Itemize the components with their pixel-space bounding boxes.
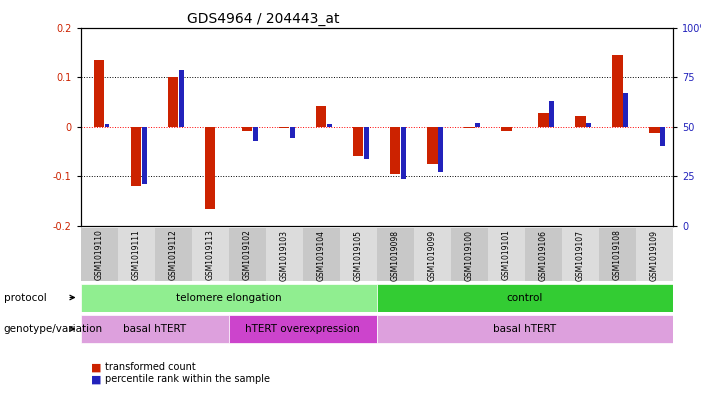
Text: GSM1019107: GSM1019107 xyxy=(576,230,585,281)
Text: GSM1019110: GSM1019110 xyxy=(95,230,104,281)
Bar xyxy=(377,315,673,343)
Bar xyxy=(290,127,294,138)
Text: GSM1019112: GSM1019112 xyxy=(169,230,177,280)
Text: GSM1019111: GSM1019111 xyxy=(132,230,141,280)
Bar xyxy=(599,228,636,281)
Bar xyxy=(427,127,437,164)
Bar xyxy=(365,127,369,159)
Bar xyxy=(475,123,479,127)
Bar xyxy=(81,228,118,281)
Text: GSM1019106: GSM1019106 xyxy=(539,230,548,281)
Bar xyxy=(414,228,451,281)
Text: transformed count: transformed count xyxy=(105,362,196,373)
Text: GSM1019108: GSM1019108 xyxy=(613,230,622,281)
Bar xyxy=(576,116,585,127)
Bar xyxy=(390,127,400,174)
Bar xyxy=(81,284,377,312)
Text: control: control xyxy=(507,293,543,303)
Bar xyxy=(525,228,562,281)
Bar xyxy=(253,127,257,141)
Bar xyxy=(438,127,443,173)
Bar xyxy=(279,127,290,128)
Text: hTERT overexpression: hTERT overexpression xyxy=(245,324,360,334)
Bar xyxy=(229,315,376,343)
Bar xyxy=(464,127,475,128)
Bar xyxy=(118,228,155,281)
Text: GSM1019102: GSM1019102 xyxy=(243,230,252,281)
Text: GSM1019100: GSM1019100 xyxy=(465,230,474,281)
Text: genotype/variation: genotype/variation xyxy=(4,324,102,334)
Bar xyxy=(266,228,303,281)
Bar xyxy=(340,228,377,281)
Bar xyxy=(636,228,673,281)
Text: percentile rank within the sample: percentile rank within the sample xyxy=(105,374,270,384)
Text: ■: ■ xyxy=(91,374,102,384)
Text: basal hTERT: basal hTERT xyxy=(494,324,557,334)
Bar xyxy=(353,127,363,156)
Bar xyxy=(81,315,229,343)
Bar xyxy=(562,228,599,281)
Text: GSM1019109: GSM1019109 xyxy=(650,230,659,281)
Bar xyxy=(205,127,215,209)
Bar xyxy=(142,127,147,184)
Bar xyxy=(105,124,109,127)
Bar xyxy=(303,228,340,281)
Bar xyxy=(550,101,554,127)
Text: GSM1019103: GSM1019103 xyxy=(280,230,289,281)
Text: GSM1019099: GSM1019099 xyxy=(428,230,437,281)
Bar xyxy=(168,77,178,127)
Bar xyxy=(242,127,252,131)
Bar xyxy=(377,284,673,312)
Bar xyxy=(501,127,512,131)
Text: GSM1019098: GSM1019098 xyxy=(390,230,400,281)
Text: GDS4964 / 204443_at: GDS4964 / 204443_at xyxy=(187,13,340,26)
Bar xyxy=(155,228,191,281)
Bar xyxy=(612,55,622,127)
Text: GSM1019113: GSM1019113 xyxy=(205,230,215,281)
Bar xyxy=(586,123,591,127)
Bar xyxy=(191,228,229,281)
Bar xyxy=(94,60,104,127)
Bar xyxy=(377,228,414,281)
Text: GSM1019104: GSM1019104 xyxy=(317,230,326,281)
Bar xyxy=(179,70,184,127)
Bar xyxy=(660,127,665,145)
Bar xyxy=(488,228,525,281)
Text: ■: ■ xyxy=(91,362,102,373)
Bar xyxy=(538,113,549,127)
Text: GSM1019101: GSM1019101 xyxy=(502,230,511,281)
Text: telomere elongation: telomere elongation xyxy=(176,293,282,303)
Bar xyxy=(316,106,327,127)
Bar xyxy=(131,127,142,186)
Bar xyxy=(623,93,628,127)
Bar xyxy=(327,124,332,127)
Bar xyxy=(401,127,406,179)
Text: GSM1019105: GSM1019105 xyxy=(354,230,363,281)
Bar xyxy=(649,127,660,133)
Text: basal hTERT: basal hTERT xyxy=(123,324,186,334)
Text: protocol: protocol xyxy=(4,292,46,303)
Bar xyxy=(229,228,266,281)
Bar xyxy=(451,228,488,281)
